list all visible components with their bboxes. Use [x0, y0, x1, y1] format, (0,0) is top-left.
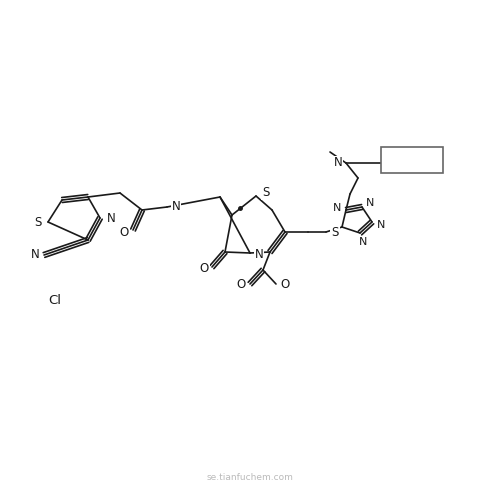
Text: S: S	[332, 226, 338, 238]
Text: O: O	[280, 278, 289, 291]
Text: N: N	[377, 220, 385, 230]
Text: N: N	[106, 212, 116, 224]
Text: O: O	[236, 278, 246, 291]
Text: N: N	[333, 203, 341, 213]
FancyBboxPatch shape	[381, 147, 443, 173]
Text: N: N	[359, 237, 367, 247]
Text: O: O	[120, 226, 128, 238]
Text: Cl: Cl	[48, 294, 62, 306]
Text: O: O	[200, 262, 208, 276]
Text: Chiral: Chiral	[396, 155, 428, 165]
Text: N: N	[254, 248, 264, 262]
Text: N: N	[172, 200, 180, 213]
Text: N: N	[334, 156, 342, 170]
Text: N: N	[366, 198, 374, 208]
Text: S: S	[34, 216, 42, 228]
Text: S: S	[262, 186, 270, 200]
Text: N: N	[30, 248, 40, 262]
Text: se.tianfuchem.com: se.tianfuchem.com	[206, 474, 294, 482]
